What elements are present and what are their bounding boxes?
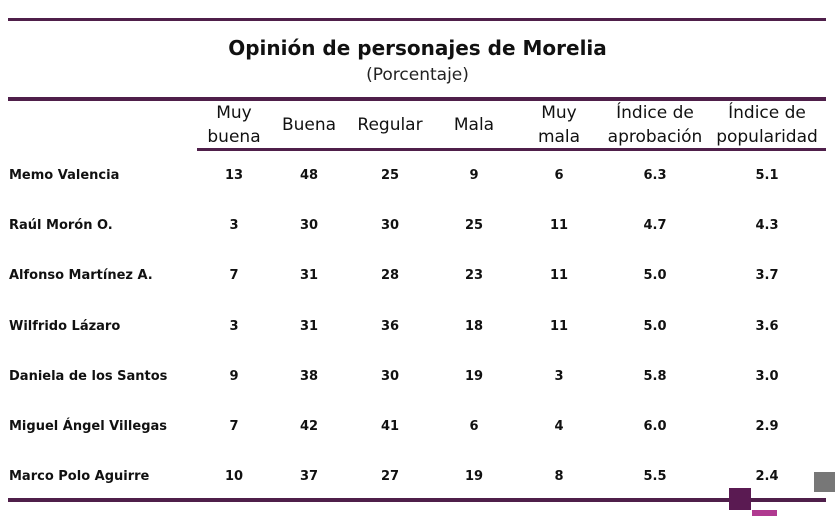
- cell: 5.8: [643, 368, 667, 384]
- decor-square: [752, 510, 777, 516]
- column-header: Índice de aprobación: [607, 103, 703, 147]
- row-label: Marco Polo Aguirre: [9, 469, 150, 485]
- cell: 25: [380, 168, 400, 183]
- row-label: Raúl Morón O.: [9, 218, 113, 234]
- cell: 42: [299, 419, 319, 434]
- cell: 11: [549, 218, 569, 234]
- cell: 11: [549, 318, 569, 334]
- column-header: Mala: [453, 115, 495, 135]
- cell: 31: [299, 268, 319, 284]
- cell: 5.1: [755, 168, 779, 183]
- cell: 5.5: [643, 469, 667, 485]
- column-header: Buena: [281, 115, 337, 135]
- header-rule: [8, 97, 826, 101]
- cell: 38: [299, 368, 319, 384]
- row-label: Alfonso Martínez A.: [9, 268, 153, 284]
- cell: 27: [380, 469, 400, 485]
- row-label: Daniela de los Santos: [9, 368, 168, 384]
- cell: 6.0: [643, 419, 667, 434]
- decor-square: [729, 488, 751, 510]
- title: Opinión de personajes de Morelia: [228, 36, 607, 60]
- cell: 28: [380, 268, 400, 284]
- cell: 10: [224, 469, 244, 485]
- cell: 36: [380, 318, 400, 334]
- cell: 23: [464, 268, 484, 284]
- cell: 6: [469, 419, 479, 434]
- cell: 7: [229, 419, 239, 434]
- cell: 3: [554, 368, 564, 384]
- cell: 30: [380, 218, 400, 234]
- column-header: Muy mala: [537, 103, 581, 147]
- cell: 6: [554, 168, 564, 183]
- row-label: Miguel Ángel Villegas: [9, 419, 168, 434]
- cell: 6.3: [643, 168, 667, 183]
- row-label: Wilfrido Lázaro: [9, 318, 121, 334]
- cell: 13: [224, 168, 244, 183]
- bottom-rule: [8, 498, 826, 502]
- cell: 2.9: [755, 419, 779, 434]
- cell: 37: [299, 469, 319, 485]
- cell: 3: [229, 218, 239, 234]
- cell: 5.0: [643, 268, 667, 284]
- column-header: Índice de popularidad: [716, 103, 818, 147]
- cell: 9: [229, 368, 239, 384]
- cell: 8: [554, 469, 564, 485]
- column-header: Muy buena: [207, 103, 261, 147]
- decor-square: [814, 472, 835, 492]
- cell: 48: [299, 168, 319, 183]
- row-label: Memo Valencia: [9, 168, 120, 183]
- cell: 4.7: [643, 218, 667, 234]
- subtitle: (Porcentaje): [366, 65, 469, 85]
- cell: 3.7: [755, 268, 779, 284]
- cell: 41: [380, 419, 400, 434]
- cell: 3.6: [755, 318, 779, 334]
- top-rule: [8, 18, 826, 21]
- cell: 9: [469, 168, 479, 183]
- cell: 18: [464, 318, 484, 334]
- cell: 25: [464, 218, 484, 234]
- column-header: Regular: [357, 115, 423, 135]
- cell: 5.0: [643, 318, 667, 334]
- cell: 30: [380, 368, 400, 384]
- cell: 3.0: [755, 368, 779, 384]
- cell: 4.3: [755, 218, 779, 234]
- cell: 7: [229, 268, 239, 284]
- cell: 31: [299, 318, 319, 334]
- cell: 4: [554, 419, 564, 434]
- column-rule: [197, 148, 826, 151]
- cell: 3: [229, 318, 239, 334]
- cell: 19: [464, 368, 484, 384]
- cell: 2.4: [755, 469, 779, 485]
- cell: 11: [549, 268, 569, 284]
- cell: 19: [464, 469, 484, 485]
- cell: 30: [299, 218, 319, 234]
